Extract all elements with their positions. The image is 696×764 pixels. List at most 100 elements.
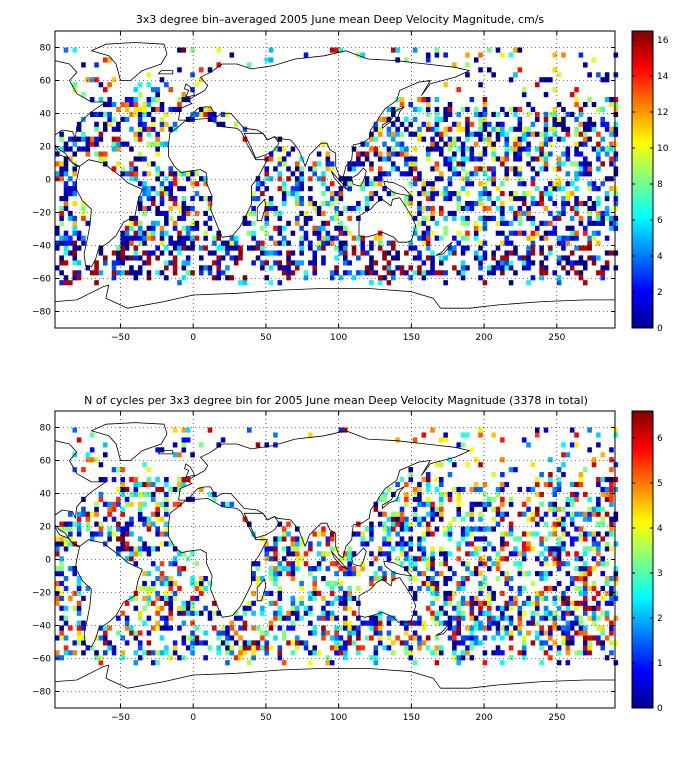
bin-cell [159,191,165,197]
bin-cell [565,561,571,567]
bin-cell [587,210,592,216]
bin-cell [164,645,169,651]
bin-cell [72,275,78,281]
bin-cell [203,245,208,251]
bin-cell [521,531,527,537]
bin-cell [321,245,326,251]
bin-cell [142,462,147,468]
bin-cell [312,270,318,276]
coastline [331,550,348,570]
bin-cell [561,462,566,468]
bin-cell [72,200,78,207]
bin-cell [303,230,309,236]
bin-cell [425,566,431,572]
bin-cell [94,457,99,463]
bin-cell [565,111,571,117]
bin-cell [181,275,187,281]
bin-cell [399,536,405,542]
bin-cell [561,245,566,251]
bin-cell [89,141,95,147]
bin-cell [334,580,339,587]
bin-cell [613,131,619,137]
y-tick-label: −40 [32,242,51,252]
bin-cell [469,97,475,103]
bin-cell [421,546,427,552]
bin-cell [277,171,283,177]
bin-cell [548,245,553,251]
bin-cell [604,121,610,127]
bin-cell [548,250,553,256]
bin-cell [124,625,130,631]
coastline [75,539,143,648]
bin-cell [55,245,60,251]
bin-cell [517,625,523,631]
bin-cell [299,196,304,202]
bin-cell [207,265,213,271]
bin-cell [216,275,222,281]
bin-cell [421,571,427,577]
bin-cell [295,176,300,182]
bin-cell [316,151,322,157]
bin-cell [561,116,566,122]
bin-cell [478,131,483,137]
bin-cell [604,600,610,606]
bin-cell [260,240,265,246]
coastline [168,118,268,238]
bin-cell [299,210,304,216]
bin-cell [460,516,466,522]
bin-cell [308,595,313,601]
bin-cell [151,97,156,103]
bin-cell [517,156,523,162]
bin-cell [583,566,588,572]
bin-cell [578,481,584,488]
bin-cell [491,650,496,656]
bin-cell [55,176,60,182]
bin-cell [473,481,479,488]
bin-cell [434,635,440,641]
bin-cell [264,250,270,256]
bin-cell [591,541,597,547]
bin-cell [199,106,204,113]
bin-cell [124,496,130,502]
bin-cell [417,210,422,216]
bin-cell [535,116,540,122]
bin-cell [199,77,204,83]
bin-cell [129,161,134,167]
bin-cell [604,635,610,641]
bin-cell [364,141,370,147]
bin-cell [107,101,112,108]
bin-cell [508,620,514,626]
bin-cell [421,501,427,507]
bin-cell [513,546,518,552]
bin-cell [286,176,291,182]
bin-cell [137,181,143,187]
bin-cell [172,595,178,601]
bin-cell [535,610,540,616]
bin-cell [473,595,479,601]
bin-cell [181,481,187,488]
bin-cell [185,245,191,251]
bin-cell [443,580,448,587]
bin-cell [521,650,527,656]
bin-cell [456,111,462,117]
bin-cell [452,630,457,636]
bin-cell [491,561,496,567]
bin-cell [72,230,78,236]
bin-cell [495,47,501,53]
bin-cell [556,605,562,611]
bin-cell [103,255,108,261]
bin-cell [347,181,352,187]
bin-cell [417,176,422,182]
bin-cell [500,472,505,478]
bin-cell [569,250,575,256]
bin-cell [552,270,558,276]
bin-cell [233,260,239,266]
bin-cell [500,556,505,562]
bin-cell [185,176,191,182]
bin-cell [103,126,108,132]
bin-cell [373,645,379,651]
bin-cell [207,205,213,212]
bin-cell [425,181,431,187]
bin-cell [539,245,544,251]
bin-cell [238,255,243,261]
